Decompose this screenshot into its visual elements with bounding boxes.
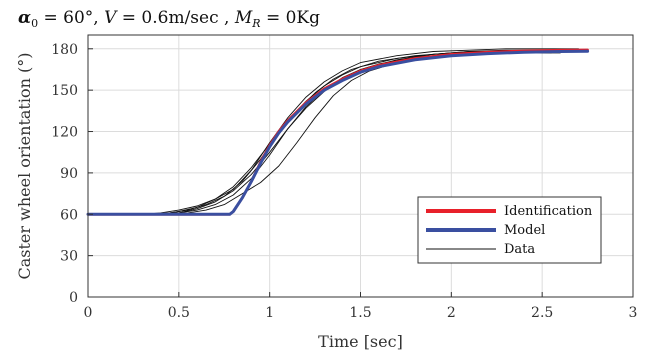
title-alpha: α [18,8,31,28]
y-axis-label: Caster wheel orientation (°) [15,53,34,280]
series-layer [86,48,590,216]
x-tick-label: 0.5 [168,305,190,321]
series-line-data [87,52,561,215]
title-alpha-sub: 0 [31,17,38,30]
legend-label-model: Model [504,223,545,238]
y-tick-label: 30 [60,249,78,265]
x-tick-label: 2 [447,305,456,321]
title-m: M [234,8,253,28]
title-part1: = 60°, [38,8,104,28]
y-tick-label: 60 [60,207,78,223]
y-tick-label: 0 [69,290,78,306]
x-axis-label: Time [sec] [318,332,403,351]
series-line-data [87,51,543,215]
x-tick-label: 1.5 [349,305,371,321]
y-tick-label: 150 [51,83,78,99]
series-line-data [87,52,552,215]
series-line-data [87,48,579,215]
title-v: V [104,8,118,28]
legend-label-identification: Identification [504,204,593,219]
series-line-data [87,51,543,215]
series-line-data [87,49,570,215]
legend-label-data: Data [504,242,535,257]
title-m-sub: R [251,17,260,30]
title-part3: = 0Kg [261,8,321,28]
series-line-model [86,49,590,216]
x-tick-label: 0 [84,305,93,321]
series-line-identification [86,48,589,216]
y-tick-label: 90 [60,166,78,182]
y-tick-label: 180 [51,42,78,58]
x-tick-label: 1 [265,305,274,321]
x-tick-label: 3 [629,305,638,321]
y-tick-label: 120 [51,125,78,141]
x-tick-label: 2.5 [531,305,553,321]
title-part2: = 0.6m/sec , [116,8,234,28]
chart-title: α0 = 60°, V = 0.6m/sec , MR = 0Kg [18,8,320,30]
legend: Identification Model Data [417,196,602,264]
